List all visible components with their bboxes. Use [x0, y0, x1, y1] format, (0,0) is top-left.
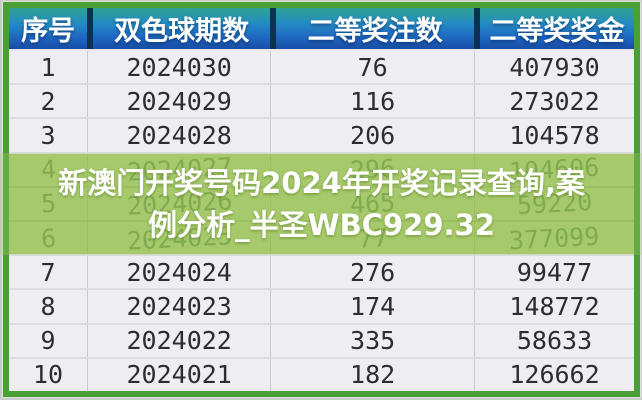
cell-period: 2024029 — [87, 85, 270, 118]
cell-serial: 10 — [33, 360, 64, 390]
header-cell-bets: 二等奖注数 — [270, 8, 474, 49]
cell-prize: 407930 — [474, 51, 634, 84]
cell-serial: 9 — [40, 326, 56, 356]
table-row: 2 2024029 116 273022 — [9, 83, 634, 118]
header-cell-prize: 二等奖奖金 — [474, 8, 634, 49]
cell-serial: 5 — [39, 189, 57, 219]
table-row: 3 2024028 206 104578 — [9, 117, 634, 152]
cell-prize: 99477 — [474, 256, 634, 289]
table-row: 7 2024024 276 99477 — [9, 254, 634, 289]
cell-period: 2024024 — [87, 256, 270, 289]
cell-bets: 76 — [270, 51, 474, 84]
cell-bets: 206 — [270, 119, 474, 152]
cell-prize: 148772 — [474, 290, 634, 323]
cell-serial: 6 — [39, 223, 57, 253]
table-header-row: 序号 双色球期数 二等奖注数 二等奖奖金 — [9, 8, 634, 51]
table-row: 6 2024025 77 377099 — [9, 220, 634, 255]
table-row: 4 2024027 296 104606 — [9, 151, 634, 187]
cell-period: 2024026 — [87, 187, 270, 221]
table-row: 1 2024030 76 407930 — [9, 51, 634, 84]
cell-serial: 8 — [40, 292, 56, 322]
cell-prize: 104606 — [474, 153, 634, 187]
cell-bets: 276 — [270, 256, 474, 289]
cell-period: 2024021 — [87, 358, 270, 392]
cell-period: 2024025 — [87, 221, 270, 255]
table-row: 8 2024023 174 148772 — [9, 288, 634, 323]
cell-prize: 273022 — [474, 85, 634, 118]
cell-bets: 465 — [270, 187, 474, 221]
cell-bets: 335 — [270, 324, 474, 357]
cell-bets: 182 — [270, 358, 474, 392]
cell-prize: 104578 — [474, 119, 634, 152]
cell-serial: 3 — [40, 121, 56, 150]
table-row: 10 2024021 182 126662 — [9, 356, 634, 392]
cell-prize: 377099 — [474, 221, 634, 255]
table-body: 新澳门开奖号码2024年开奖记录查询,案 例分析_半圣WBC929.32 1 2… — [0, 51, 642, 392]
cell-serial: 7 — [40, 257, 56, 287]
cell-prize: 59220 — [474, 187, 634, 220]
cell-prize: 58633 — [474, 324, 634, 357]
header-label: 二等奖奖金 — [489, 16, 625, 47]
table-row: 5 2024026 465 59220 — [9, 185, 634, 221]
cell-prize: 126662 — [474, 358, 634, 392]
cell-serial: 1 — [40, 52, 56, 82]
cell-period: 2024022 — [87, 324, 270, 357]
header-label: 二等奖注数 — [307, 16, 443, 47]
table-row: 9 2024022 335 58633 — [9, 322, 634, 357]
cell-bets: 77 — [270, 222, 474, 255]
cell-serial: 4 — [39, 154, 57, 185]
cell-period: 2024027 — [87, 152, 270, 187]
cell-bets: 116 — [270, 85, 474, 118]
cell-bets: 296 — [270, 153, 474, 186]
cell-serial: 2 — [40, 86, 56, 116]
header-cell-period: 双色球期数 — [87, 8, 271, 49]
cell-bets: 174 — [270, 290, 474, 323]
header-cell-serial: 序号 — [9, 8, 87, 49]
cell-period: 2024023 — [87, 290, 270, 323]
cell-period: 2024028 — [87, 119, 270, 152]
cell-period: 2024030 — [87, 51, 270, 84]
header-label: 序号 — [21, 16, 76, 47]
header-label: 双色球期数 — [114, 16, 250, 47]
